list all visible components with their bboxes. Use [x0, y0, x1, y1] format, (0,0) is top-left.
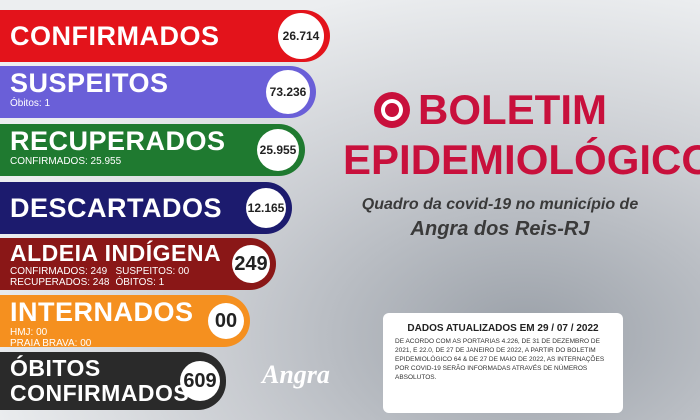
update-text: DE ACORDO COM AS PORTARIAS 4.226, DE 31 …	[395, 338, 605, 381]
logo: Angra	[262, 360, 330, 389]
indicator-label: DESCARTADOS	[10, 193, 223, 223]
indicator-bar: ALDEIA INDÍGENA CONFIRMADOS: 249 SUSPEITOS…	[0, 238, 276, 290]
subtitle-line-1: Quadro da covid-19 no município de	[361, 196, 639, 213]
indicator-label: INTERNADOS	[10, 297, 194, 327]
title-line-1: BOLETIM	[418, 86, 607, 133]
indicator-bar: SUSPEITOS Óbitos: 1 73.236	[0, 66, 316, 118]
detail-text: SUSPEITOS: 00	[115, 266, 190, 277]
subtitle-line-2: Angra dos Reis-RJ	[410, 218, 590, 240]
indicator-details: CONFIRMADOS: 249 SUSPEITOS: 00 RECUPERADOS…	[10, 266, 189, 288]
indicator-bar: RECUPERADOS CONFIRMADOS: 25.955 25.955	[0, 124, 305, 176]
detail-text: CONFIRMADOS: 25.955	[10, 156, 122, 167]
indicator-value: 26.714	[278, 13, 324, 59]
indicator-details: CONFIRMADOS: 25.955	[10, 156, 305, 167]
indicator-bar: INTERNADOS HMJ: 00 PRAIA BRAVA: 00 00	[0, 295, 250, 349]
indicator-label: ÓBITOS CONFIRMADOS	[10, 355, 190, 406]
indicator-bar: ÓBITOS CONFIRMADOS 609	[0, 352, 226, 410]
title-line-2: EPIDEMIOLÓGICO	[343, 136, 700, 183]
indicator-value: 12.165	[246, 188, 286, 228]
indicator-bar: DESCARTADOS 12.165	[0, 182, 292, 234]
indicator-value: 73.236	[266, 70, 310, 114]
indicator-label: ALDEIA INDÍGENA	[10, 240, 222, 266]
indicator-label: CONFIRMADOS	[10, 21, 220, 51]
indicator-value: 00	[208, 303, 244, 339]
virus-icon	[374, 92, 410, 128]
indicator-value: 249	[232, 245, 270, 283]
indicator-bar: CONFIRMADOS 26.714	[0, 10, 330, 62]
indicator-label: RECUPERADOS	[10, 126, 226, 156]
detail-text: CONFIRMADOS: 249	[10, 266, 108, 277]
indicator-details: Óbitos: 1	[10, 98, 316, 109]
indicator-value: 25.955	[257, 129, 299, 171]
detail-text: PRAIA BRAVA: 00	[10, 338, 92, 349]
indicator-details: HMJ: 00 PRAIA BRAVA: 00	[10, 327, 250, 349]
update-date: DADOS ATUALIZADOS EM 29 / 07 / 2022	[407, 323, 599, 334]
detail-text: HMJ: 00	[10, 327, 48, 338]
indicator-value: 609	[180, 361, 220, 401]
detail-text: Óbitos: 1	[10, 98, 51, 109]
indicator-label: SUSPEITOS	[10, 68, 169, 98]
detail-text: ÓBITOS: 1	[115, 277, 165, 288]
update-note: DADOS ATUALIZADOS EM 29 / 07 / 2022 DE A…	[383, 313, 623, 413]
detail-text: RECUPERADOS: 248	[10, 277, 110, 288]
